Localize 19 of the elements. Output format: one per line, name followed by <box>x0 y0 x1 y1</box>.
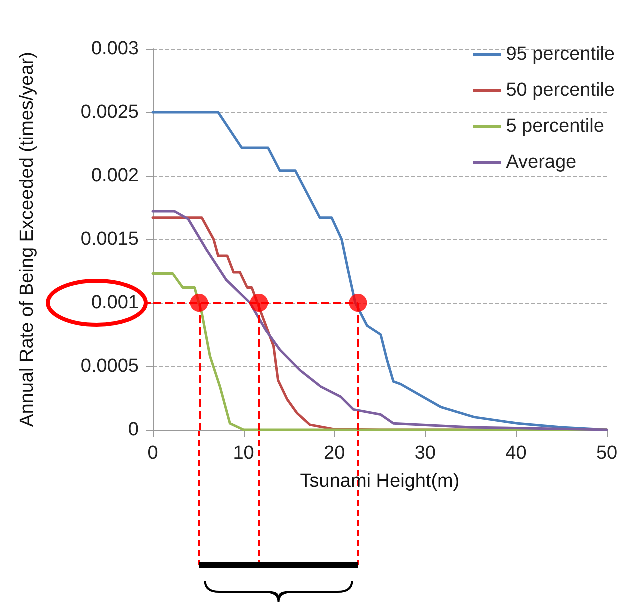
y-tick-label: 0.002 <box>91 166 139 186</box>
legend-label: 50 percentile <box>506 80 615 101</box>
x-tick-label: 40 <box>506 443 527 464</box>
x-tick-label: 20 <box>324 443 346 464</box>
y-tick-label: 0.0025 <box>80 102 139 123</box>
x-tick-label: 0 <box>148 443 158 464</box>
x-axis-title: Tsunami Height(m) <box>300 471 460 492</box>
legend-label: 95 percentile <box>506 44 615 65</box>
y-tick-label: 0.0005 <box>80 356 139 377</box>
y-tick-label: 0.001 <box>91 292 139 314</box>
legend-label: Average <box>506 152 577 173</box>
x-tick-label: 10 <box>233 443 254 464</box>
y-axis-title: Annual Rate of Being Exceeded (times/year) <box>17 52 38 427</box>
x-tick-label: 50 <box>596 443 618 464</box>
x-tick-label: 30 <box>414 443 436 464</box>
legend-label: 5 percentile <box>506 116 604 137</box>
y-tick-label: 0.003 <box>91 38 139 60</box>
y-tick-label: 0 <box>128 420 139 440</box>
y-tick-label: 0.0015 <box>80 229 139 250</box>
